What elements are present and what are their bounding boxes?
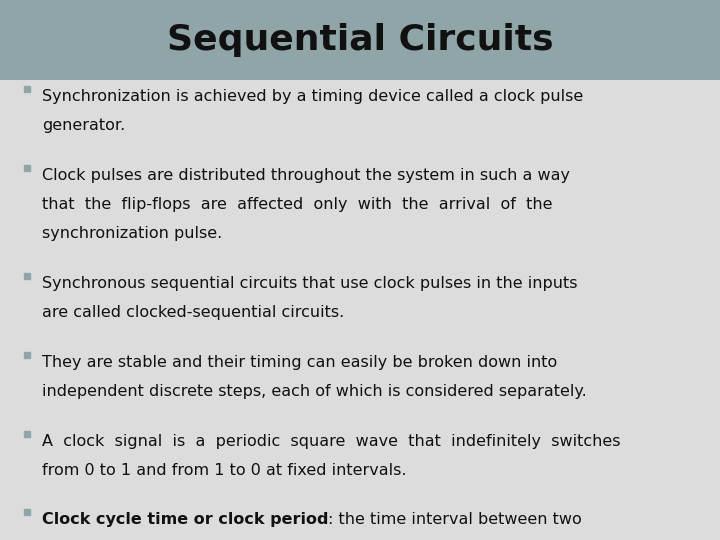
Text: Clock pulses are distributed throughout the system in such a way: Clock pulses are distributed throughout … <box>42 168 570 183</box>
Text: are called clocked-sequential circuits.: are called clocked-sequential circuits. <box>42 305 344 320</box>
Text: independent discrete steps, each of which is considered separately.: independent discrete steps, each of whic… <box>42 384 587 399</box>
Text: Sequential Circuits: Sequential Circuits <box>167 23 553 57</box>
Text: generator.: generator. <box>42 118 125 133</box>
Text: from 0 to 1 and from 1 to 0 at fixed intervals.: from 0 to 1 and from 1 to 0 at fixed int… <box>42 463 406 478</box>
Bar <box>0 0 720 80</box>
Text: Synchronization is achieved by a timing device called a clock pulse: Synchronization is achieved by a timing … <box>42 89 583 104</box>
Text: They are stable and their timing can easily be broken down into: They are stable and their timing can eas… <box>42 355 557 370</box>
Text: Clock cycle time or clock period: Clock cycle time or clock period <box>42 512 328 528</box>
Text: Synchronous sequential circuits that use clock pulses in the inputs: Synchronous sequential circuits that use… <box>42 276 577 291</box>
Text: A  clock  signal  is  a  periodic  square  wave  that  indefinitely  switches: A clock signal is a periodic square wave… <box>42 434 620 449</box>
Text: : the time interval between two: : the time interval between two <box>328 512 582 528</box>
Text: that  the  flip-flops  are  affected  only  with  the  arrival  of  the: that the flip-flops are affected only wi… <box>42 197 552 212</box>
Text: synchronization pulse.: synchronization pulse. <box>42 226 222 241</box>
